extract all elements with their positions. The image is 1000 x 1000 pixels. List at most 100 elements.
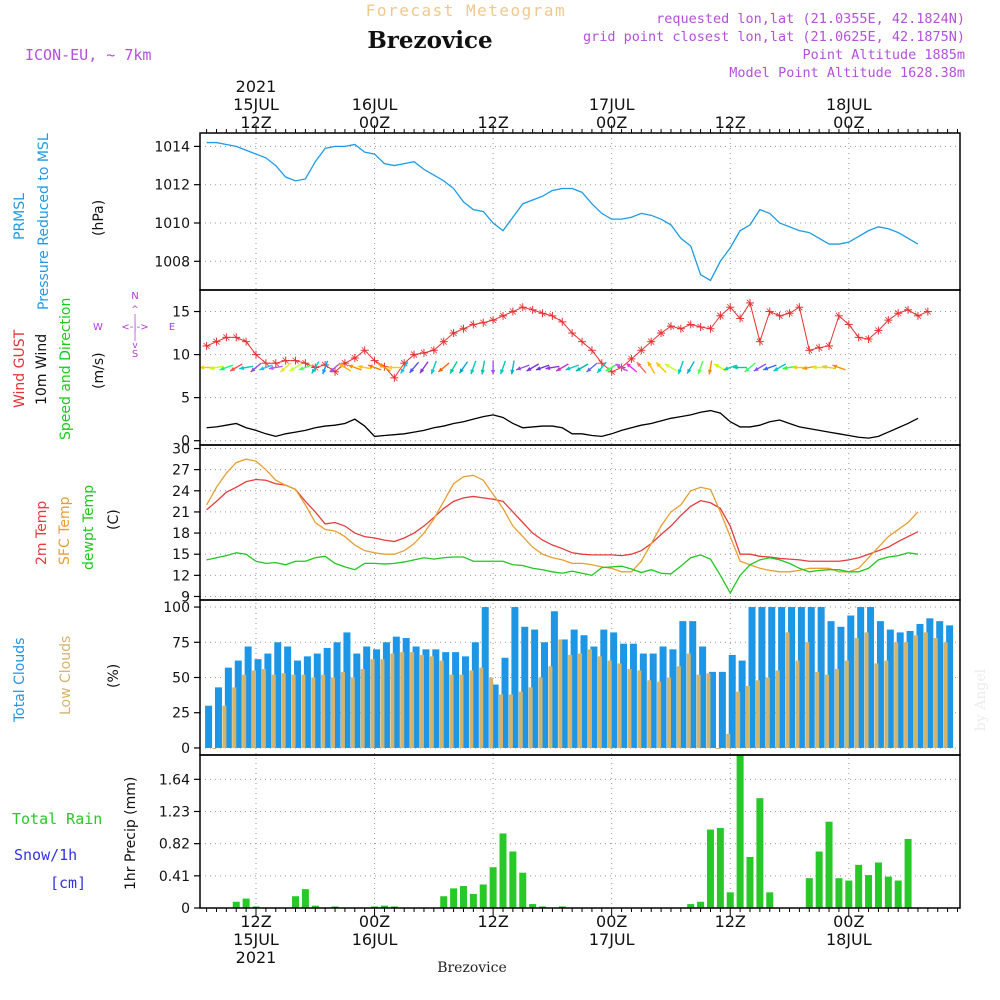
total-cloud-bar: [886, 629, 894, 748]
wind-arrow-head: [753, 366, 759, 371]
top-time-label-t3-1: 00Z: [596, 113, 627, 132]
rain-bar: [706, 829, 714, 908]
gust-marker-d: [430, 346, 438, 354]
rain-bar: [805, 878, 813, 908]
gust-marker-d: [904, 306, 912, 314]
rain-bar: [292, 896, 300, 908]
gust-marker-d: [351, 354, 359, 362]
clouds-tick-label: 50: [172, 671, 190, 687]
top-time-label-t5-1: 00Z: [833, 113, 864, 132]
clouds-label-total: Total Clouds: [12, 638, 28, 723]
wind-arrow: [792, 365, 807, 370]
precip-tick-label: 0.82: [159, 837, 190, 853]
wind-arrow: [697, 360, 704, 375]
low-cloud-bar: [469, 670, 474, 748]
wind-labels: Wind GUST 10m Wind Speed and Direction (…: [12, 291, 175, 440]
gust-marker-d: [272, 359, 280, 367]
wind-arrow: [822, 364, 837, 370]
wind-arrow-head: [656, 362, 661, 368]
wind-tick-label: 15: [172, 305, 190, 321]
gust-marker-d: [736, 315, 744, 322]
low-cloud-bar: [617, 663, 622, 748]
wind-arrow-head: [773, 366, 779, 371]
total-cloud-bar: [916, 623, 924, 748]
total-cloud-bar: [936, 621, 944, 748]
wind-arrow: [753, 363, 767, 372]
gust-marker: [854, 333, 863, 342]
gust-marker-d: [717, 312, 724, 320]
wind-arrow: [357, 364, 372, 370]
gust-marker-d: [825, 342, 833, 350]
low-cloud-bar: [360, 669, 365, 748]
gust-marker-d: [282, 357, 289, 364]
total-cloud-bar: [748, 607, 756, 748]
temp-sfc-line: [206, 458, 919, 573]
wind-arrow: [773, 363, 787, 372]
pressure-label-msl: Pressure Reduced to MSL: [36, 133, 52, 310]
top-time-label-t0-2: 12Z: [240, 113, 271, 132]
gust-marker-d: [558, 318, 566, 326]
rain-bar: [390, 906, 398, 908]
pressure-labels: PRMSL Pressure Reduced to MSL (hPa): [12, 133, 107, 310]
wind-label-gust: Wind GUST: [12, 329, 28, 408]
temp-tick-label: 15: [172, 547, 190, 563]
wind-arrow: [575, 363, 589, 372]
gust-marker: [508, 307, 517, 316]
rain-bar: [529, 904, 537, 908]
low-cloud-bar: [864, 632, 869, 748]
wind-arrow: [437, 362, 450, 373]
rain-bar: [726, 892, 734, 908]
bottom-time-label-b2-0: 12Z: [477, 912, 508, 931]
wind-arrow: [367, 364, 382, 371]
total-cloud-bar: [659, 646, 667, 748]
wind-arrow-head: [387, 365, 392, 370]
compass-e: E: [169, 322, 175, 333]
gust-marker: [538, 309, 547, 318]
total-cloud-bar: [303, 656, 311, 748]
gust-marker: [706, 324, 715, 333]
low-cloud-bar: [834, 669, 839, 748]
total-cloud-bar: [699, 646, 707, 748]
total-cloud-bar: [738, 660, 746, 748]
low-cloud-bar: [479, 667, 484, 748]
wind-arrow-head: [615, 364, 621, 369]
wind-arrow-head: [832, 364, 838, 369]
wind-arrow-head: [338, 364, 344, 369]
wind-arrow: [565, 364, 579, 371]
top-time-label-t2-0: 12Z: [477, 113, 508, 132]
temp-label-dewpt: dewpt Temp: [81, 485, 97, 570]
wind-arrow-head: [697, 369, 702, 375]
gust-marker-d: [371, 357, 378, 364]
wind-arrow-head: [535, 366, 541, 371]
low-cloud-bar: [499, 694, 503, 748]
total-cloud-bar: [461, 656, 469, 748]
gust-marker-d: [223, 334, 230, 341]
gust-marker-d: [302, 359, 309, 367]
gust-marker: [499, 311, 507, 320]
compass-v-low: |: [133, 332, 136, 342]
gust-marker: [627, 354, 636, 363]
wind-arrow-head: [459, 368, 464, 374]
gust-marker-d: [835, 312, 843, 320]
gust-marker-d: [796, 303, 803, 311]
bottom-time-label-b3-0: 00Z: [596, 912, 627, 931]
gust-marker: [647, 337, 656, 346]
gust-marker: [232, 333, 241, 342]
clouds-tick-label: 0: [181, 741, 190, 757]
wind-arrow-head: [526, 366, 532, 371]
total-cloud-bar: [876, 621, 884, 748]
wind-arrow-head: [822, 364, 827, 370]
top-time-label-t0-0: 2021: [236, 77, 277, 96]
low-cloud-bar: [390, 653, 395, 748]
rain-bar: [489, 867, 497, 908]
wind-arrow: [298, 364, 313, 371]
wind-arrow: [449, 361, 458, 374]
gust-marker-d: [588, 346, 596, 354]
rain-bar: [845, 880, 853, 908]
rain-bar: [331, 906, 339, 908]
pressure-tick-label: 1008: [154, 254, 190, 270]
gust-marker-d: [855, 334, 862, 341]
gust-marker-d: [549, 312, 556, 320]
total-cloud-bar: [224, 667, 232, 748]
precip-tick-label: 0: [181, 901, 190, 917]
